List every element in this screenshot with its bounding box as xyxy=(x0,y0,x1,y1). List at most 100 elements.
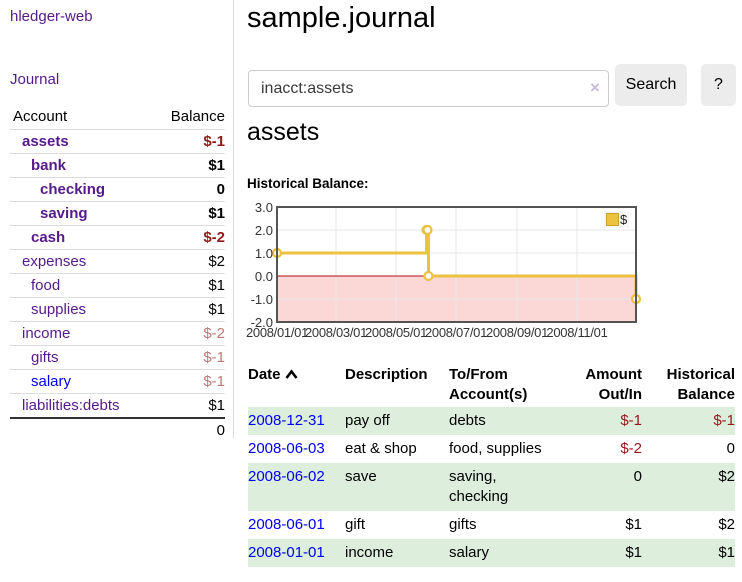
y-axis-tick-label: 3.0 xyxy=(254,200,273,215)
account-balance: $1 xyxy=(208,157,225,174)
register-header-row: Date Description To/From Account(s) Amou… xyxy=(248,363,735,407)
description-cell: pay off xyxy=(345,412,390,429)
account-row-liabilities-debts: liabilities:debts $1 xyxy=(10,394,225,417)
app-brand-link[interactable]: hledger-web xyxy=(10,8,93,25)
amount-cell: 0 xyxy=(633,468,642,485)
x-axis-tick-label: 2008/05/01 xyxy=(364,325,428,340)
account-row-income: income $-2 xyxy=(10,322,225,346)
register-row: 2008-12-31 pay off debts $-1 $-1 xyxy=(248,407,735,435)
account-balance: 0 xyxy=(216,181,225,198)
balance-cell: $2 xyxy=(718,468,735,485)
col-date-sort[interactable]: Date xyxy=(248,363,345,407)
x-axis-tick-label: 2008/07/01 xyxy=(424,325,488,340)
accounts-total-value: 0 xyxy=(216,422,225,439)
register-row: 2008-01-01 income salary $1 $1 xyxy=(248,539,735,567)
col-description: Description xyxy=(345,366,428,383)
legend-label: $ xyxy=(620,212,628,227)
description-cell: eat & shop xyxy=(345,440,417,457)
accounts-table: Account Balance assets $-1 bank $1 check… xyxy=(10,104,225,442)
account-balance: $2 xyxy=(208,253,225,270)
register-row: 2008-06-02 save saving, checking 0 $2 xyxy=(248,463,735,511)
date-link[interactable]: 2008-06-02 xyxy=(248,468,325,485)
col-accounts: To/From Account(s) xyxy=(449,366,528,403)
account-link-bank[interactable]: bank xyxy=(31,157,67,174)
account-link-gifts[interactable]: gifts xyxy=(31,349,59,366)
account-balance: $1 xyxy=(208,397,225,414)
account-balance: $-1 xyxy=(203,133,225,150)
account-balance: $1 xyxy=(208,205,225,222)
accounts-col-balance: Balance xyxy=(170,108,225,125)
page-title: sample.journal xyxy=(247,2,436,34)
accounts-cell: saving, checking xyxy=(449,468,509,505)
x-axis-tick-label: 2008/03/01 xyxy=(304,325,368,340)
y-axis-tick-label: 2.0 xyxy=(254,223,273,238)
account-row-gifts: gifts $-1 xyxy=(10,346,225,370)
account-link-supplies[interactable]: supplies xyxy=(31,301,87,318)
accounts-cell: debts xyxy=(449,412,486,429)
account-link-salary[interactable]: salary xyxy=(31,373,72,390)
accounts-header-row: Account Balance xyxy=(10,104,225,130)
balance-cell: $2 xyxy=(718,516,735,533)
amount-cell: $-1 xyxy=(620,412,642,429)
balance-cell: $-1 xyxy=(713,412,735,429)
y-axis-tick-label: -1.0 xyxy=(250,292,273,307)
date-link[interactable]: 2008-06-03 xyxy=(248,440,325,457)
accounts-cell: salary xyxy=(449,544,490,561)
account-link-saving[interactable]: saving xyxy=(40,205,88,222)
account-link-income[interactable]: income xyxy=(22,325,71,342)
account-row-expenses: expenses $2 xyxy=(10,250,225,274)
amount-cell: $1 xyxy=(625,544,642,561)
col-balance: Historical Balance xyxy=(666,366,735,403)
sort-ascending-icon xyxy=(284,369,298,379)
accounts-cell: gifts xyxy=(449,516,477,533)
account-link-food[interactable]: food xyxy=(31,277,61,294)
account-link-cash[interactable]: cash xyxy=(31,229,66,246)
y-axis-tick-label: 0.0 xyxy=(254,269,273,284)
chart-canvas xyxy=(271,206,642,323)
account-heading: assets xyxy=(247,118,320,146)
y-axis-tick-label: -2.0 xyxy=(250,315,273,330)
account-row-cash: cash $-2 xyxy=(10,226,225,250)
account-balance: $-2 xyxy=(203,229,225,246)
search-input[interactable] xyxy=(248,70,609,107)
date-link[interactable]: 2008-01-01 xyxy=(248,544,325,561)
date-link[interactable]: 2008-06-01 xyxy=(248,516,325,533)
description-cell: save xyxy=(345,468,377,485)
accounts-cell: food, supplies xyxy=(449,440,542,457)
account-row-food: food $1 xyxy=(10,274,225,298)
historical-balance-chart: $ 3.0 2.0 1.0 0.0 -1.0 -2.0 2008/01/01 2008/03/… xyxy=(246,200,740,348)
description-cell: income xyxy=(345,544,394,561)
account-link-expenses[interactable]: expenses xyxy=(22,253,87,270)
date-link[interactable]: 2008-12-31 xyxy=(248,412,325,429)
account-link-checking[interactable]: checking xyxy=(40,181,106,198)
account-balance: $-1 xyxy=(203,349,225,366)
chart-legend: $ xyxy=(604,211,630,228)
account-row-supplies: supplies $1 xyxy=(10,298,225,322)
help-button[interactable]: ? xyxy=(701,64,736,106)
balance-cell: $1 xyxy=(718,544,735,561)
accounts-total-row: 0 xyxy=(10,417,225,442)
search-button[interactable]: Search xyxy=(615,64,687,106)
account-link-assets[interactable]: assets xyxy=(22,133,69,150)
sidebar-item-journal[interactable]: Journal xyxy=(10,71,60,88)
account-balance: $1 xyxy=(208,301,225,318)
account-balance: $-2 xyxy=(203,325,225,342)
account-balance: $1 xyxy=(208,277,225,294)
description-cell: gift xyxy=(345,516,366,533)
legend-swatch-icon xyxy=(606,213,619,226)
balance-cell: 0 xyxy=(726,440,735,457)
chart-heading: Historical Balance: xyxy=(247,176,369,191)
col-date-label: Date xyxy=(248,366,281,383)
x-axis-tick-label: 2008/01/01 xyxy=(245,325,309,340)
account-row-assets: assets $-1 xyxy=(10,130,225,154)
account-link-liabilities-debts[interactable]: liabilities:debts xyxy=(22,397,120,414)
y-axis-tick-label: 1.0 xyxy=(254,246,273,261)
col-amount: Amount Out/In xyxy=(585,366,642,403)
amount-cell: $1 xyxy=(625,516,642,533)
clear-search-icon[interactable]: × xyxy=(590,78,600,97)
amount-cell: $-2 xyxy=(620,440,642,457)
x-axis-tick-label: 2008/11/01 xyxy=(546,325,608,340)
account-row-bank: bank $1 xyxy=(10,154,225,178)
account-row-saving: saving $1 xyxy=(10,202,225,226)
